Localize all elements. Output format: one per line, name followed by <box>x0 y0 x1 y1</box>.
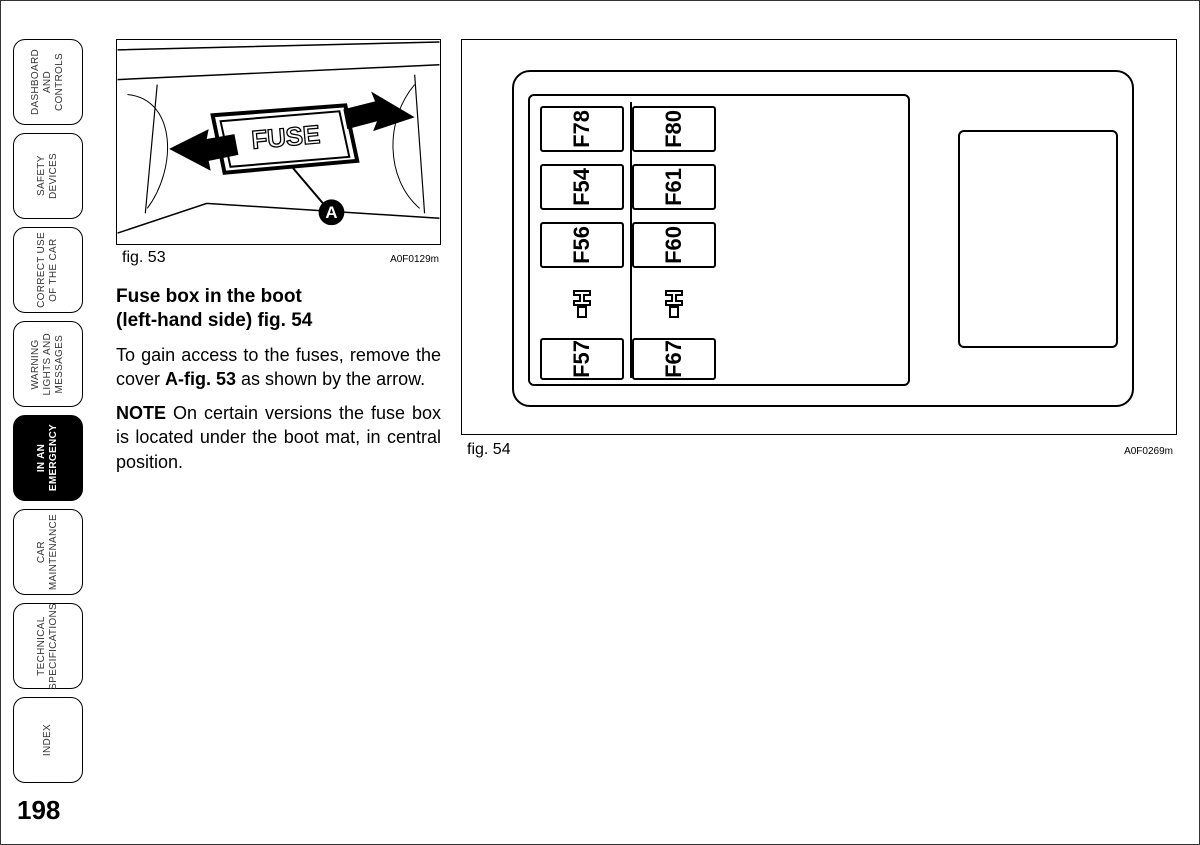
fuse-label: F56 <box>569 226 595 264</box>
fuse-label: F61 <box>661 168 687 206</box>
tab-label: CORRECT USE OF THE CAR <box>36 232 60 308</box>
figure-53: FUSE A <box>116 39 441 245</box>
spare-symbol <box>632 280 716 326</box>
tab-warnings[interactable]: WARNING LIGHTS AND MESSAGES <box>13 321 83 407</box>
svg-text:A: A <box>325 203 337 222</box>
figure-53-drawing: FUSE A <box>117 40 440 244</box>
section-title: Fuse box in the boot (left-hand side) fi… <box>116 285 441 333</box>
fuse-panel-outer: F78 F80 F54 F61 F56 F60 F57 F67 <box>512 70 1134 407</box>
fuse-cover-text: FUSE <box>250 121 321 155</box>
figure-54-caption: fig. 54 <box>467 441 511 459</box>
fuse-slot: F67 <box>632 338 716 380</box>
spare-symbol <box>540 280 624 326</box>
text: as shown by the arrow. <box>236 369 425 389</box>
tab-emergency[interactable]: IN AN EMERGENCY <box>13 415 83 501</box>
fuse-slot: F78 <box>540 106 624 152</box>
fuse-label: F54 <box>569 168 595 206</box>
fuse-label: F57 <box>569 340 595 378</box>
fuse-slot: F61 <box>632 164 716 210</box>
fuse-slot: F56 <box>540 222 624 268</box>
fuse-panel-inner: F78 F80 F54 F61 F56 F60 F57 F67 <box>528 94 910 386</box>
tab-dashboard[interactable]: DASHBOARD AND CONTROLS <box>13 39 83 125</box>
tab-use[interactable]: CORRECT USE OF THE CAR <box>13 227 83 313</box>
tab-label: TECHNICAL SPECIFICATIONS <box>36 603 60 690</box>
fuse-slot: F54 <box>540 164 624 210</box>
page-number: 198 <box>17 795 60 826</box>
paragraph-2: NOTE On certain versions the fuse box is… <box>116 401 441 474</box>
figure-54: F78 F80 F54 F61 F56 F60 F57 F67 <box>461 39 1177 435</box>
figure-53-caption-row: fig. 53 A0F0129m <box>116 245 441 267</box>
left-column: FUSE A fig. 53 A0F0129m Fuse box in the … <box>116 39 441 474</box>
section-title-line: Fuse box in the boot <box>116 285 441 309</box>
text-bold: A-fig. 53 <box>165 369 236 389</box>
fuse-label: F80 <box>661 110 687 148</box>
right-column: F78 F80 F54 F61 F56 F60 F57 F67 <box>461 39 1177 459</box>
tab-label: WARNING LIGHTS AND MESSAGES <box>30 333 66 395</box>
paragraph-1: To gain access to the fuses, remove the … <box>116 343 441 392</box>
tab-index[interactable]: INDEX <box>13 697 83 783</box>
manual-page: DASHBOARD AND CONTROLS SAFETY DEVICES CO… <box>0 0 1200 845</box>
fuse-slot: F57 <box>540 338 624 380</box>
figure-54-code: A0F0269m <box>1124 446 1173 457</box>
text-bold: NOTE <box>116 403 166 423</box>
tab-label: CAR MAINTENANCE <box>36 514 60 590</box>
figure-54-caption-row: fig. 54 A0F0269m <box>461 435 1177 459</box>
tab-label: DASHBOARD AND CONTROLS <box>30 49 66 115</box>
fuse-label: F60 <box>661 226 687 264</box>
fuse-slot: F60 <box>632 222 716 268</box>
section-title-line: (left-hand side) fig. 54 <box>116 309 441 333</box>
fuse-label: F67 <box>661 340 687 378</box>
tab-maintenance[interactable]: CAR MAINTENANCE <box>13 509 83 595</box>
figure-53-code: A0F0129m <box>390 254 439 265</box>
tab-specs[interactable]: TECHNICAL SPECIFICATIONS <box>13 603 83 689</box>
tab-label: IN AN EMERGENCY <box>36 424 60 491</box>
spare-fuse-row <box>540 280 716 326</box>
fuse-slot: F80 <box>632 106 716 152</box>
fuse-label: F78 <box>569 110 595 148</box>
fuse-grid: F78 F80 F54 F61 F56 F60 F57 F67 <box>540 106 716 380</box>
tab-label: SAFETY DEVICES <box>36 153 60 199</box>
figure-53-caption: fig. 53 <box>122 249 166 267</box>
relay-pad <box>958 130 1118 348</box>
tab-label: INDEX <box>42 724 54 756</box>
tab-safety[interactable]: SAFETY DEVICES <box>13 133 83 219</box>
section-tabs: DASHBOARD AND CONTROLS SAFETY DEVICES CO… <box>13 39 83 783</box>
